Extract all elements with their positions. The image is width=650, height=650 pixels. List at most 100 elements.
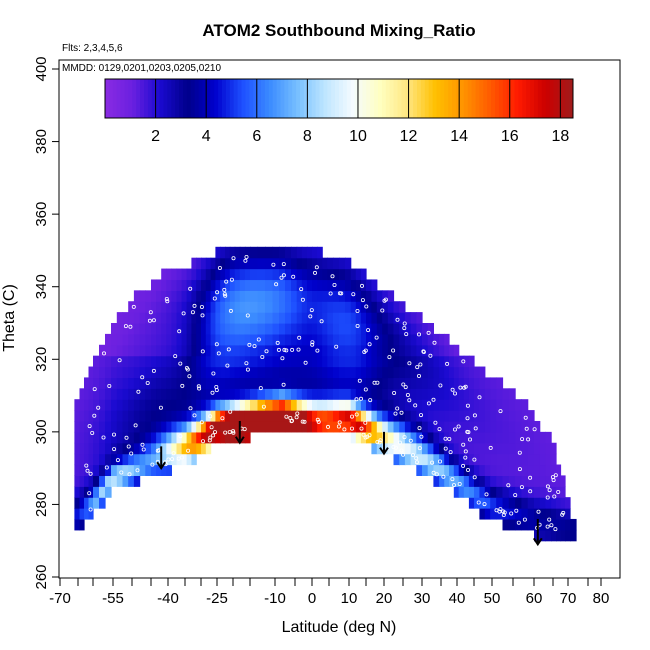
observation-marker <box>199 420 204 425</box>
observation-marker <box>349 426 354 431</box>
heatmap-cell <box>84 475 90 487</box>
observation-marker <box>467 437 472 442</box>
heatmap-cell <box>161 312 167 324</box>
heatmap-cell <box>490 475 497 487</box>
heatmap-cell <box>306 410 313 422</box>
observation-marker <box>231 430 236 435</box>
heatmap-cell <box>350 344 357 357</box>
x-tick-label: 60 <box>526 590 543 607</box>
heatmap-cell <box>410 453 417 466</box>
heatmap-cell <box>502 420 510 433</box>
heatmap-cell <box>312 377 318 389</box>
heatmap-cell <box>327 268 334 281</box>
heatmap-cell <box>220 312 226 324</box>
heatmap-cell <box>468 399 475 411</box>
heatmap-cell <box>161 366 167 379</box>
heatmap-cell <box>521 420 529 433</box>
heatmap-cell <box>215 420 221 433</box>
heatmap-cell <box>122 366 129 379</box>
heatmap-cell <box>79 518 85 531</box>
heatmap-cell <box>88 366 94 379</box>
heatmap-cell <box>279 290 286 302</box>
heatmap-cell <box>453 344 460 357</box>
heatmap-cell <box>416 431 423 444</box>
observation-marker <box>92 413 97 418</box>
heatmap-cell <box>196 268 202 281</box>
heatmap-cell <box>345 257 352 270</box>
heatmap-cell <box>265 257 274 270</box>
heatmap-cell <box>312 355 318 368</box>
heatmap-cell <box>312 420 318 433</box>
x-axis-label: Latitude (deg N) <box>282 619 397 636</box>
heatmap-cell <box>74 442 81 455</box>
heatmap-cell <box>410 442 417 455</box>
heatmap-cell <box>186 366 192 379</box>
heatmap-cell <box>350 355 357 368</box>
heatmap-cell <box>215 355 221 368</box>
heatmap-cell <box>508 399 516 411</box>
heatmap-cell <box>312 323 318 335</box>
heatmap-cell <box>285 410 292 422</box>
heatmap-cell <box>186 323 192 335</box>
observation-marker <box>472 457 477 462</box>
heatmap-cell <box>176 333 183 346</box>
heatmap-cell <box>161 431 167 444</box>
heatmap-cell <box>404 377 412 389</box>
heatmap-cell <box>99 442 106 455</box>
heatmap-cell <box>333 333 340 346</box>
heatmap-cell <box>272 333 280 346</box>
heatmap-cell <box>350 301 357 313</box>
heatmap-cell <box>229 410 236 422</box>
observation-marker <box>212 296 217 301</box>
heatmap-cell <box>265 344 274 357</box>
heatmap-cell <box>122 475 129 487</box>
observation-marker <box>275 340 280 345</box>
heatmap-cell <box>210 290 216 302</box>
heatmap-cell <box>229 344 236 357</box>
heatmap-cell <box>285 355 292 368</box>
heatmap-cell <box>166 290 172 302</box>
colorbar-segment <box>124 79 129 118</box>
heatmap-cell <box>444 475 450 487</box>
heatmap-cell <box>433 388 440 400</box>
heatmap-cell <box>196 431 202 444</box>
heatmap-cell <box>250 290 259 302</box>
heatmap-cell <box>317 410 323 422</box>
heatmap-cell <box>279 323 286 335</box>
heatmap-cell <box>350 377 357 389</box>
heatmap-cell <box>479 399 486 411</box>
heatmap-cell <box>322 257 328 270</box>
heatmap-cell <box>312 312 318 324</box>
heatmap-cell <box>458 366 465 379</box>
heatmap-cell <box>279 333 286 346</box>
observation-marker <box>498 507 503 512</box>
heatmap-cell <box>166 453 172 466</box>
heatmap-cell <box>291 410 298 422</box>
heatmap-cell <box>176 279 183 291</box>
heatmap-cell <box>133 323 141 335</box>
colorbar-segment <box>354 79 359 118</box>
heatmap-cell <box>399 355 406 368</box>
heatmap-cell <box>570 529 577 542</box>
heatmap-cell <box>515 508 522 520</box>
observation-marker <box>176 456 181 461</box>
heatmap-cell <box>128 301 135 313</box>
heatmap-cell <box>301 312 308 324</box>
heatmap-cell <box>161 399 167 411</box>
observation-marker <box>447 436 452 441</box>
heatmap-cell <box>181 377 188 389</box>
observation-marker <box>87 491 92 496</box>
heatmap-cell <box>186 312 192 324</box>
heatmap-cell <box>265 312 274 324</box>
heatmap-cell <box>317 279 323 291</box>
heatmap-cell <box>350 312 357 324</box>
heatmap-cell <box>145 410 152 422</box>
observation-marker <box>399 410 404 415</box>
heatmap-cell <box>285 268 292 281</box>
heatmap-cell <box>79 486 85 498</box>
colorbar-segment <box>522 79 527 118</box>
heatmap-cell <box>265 420 274 433</box>
heatmap-cell <box>317 301 323 313</box>
observation-marker <box>407 361 412 366</box>
heatmap-cell <box>99 497 106 509</box>
